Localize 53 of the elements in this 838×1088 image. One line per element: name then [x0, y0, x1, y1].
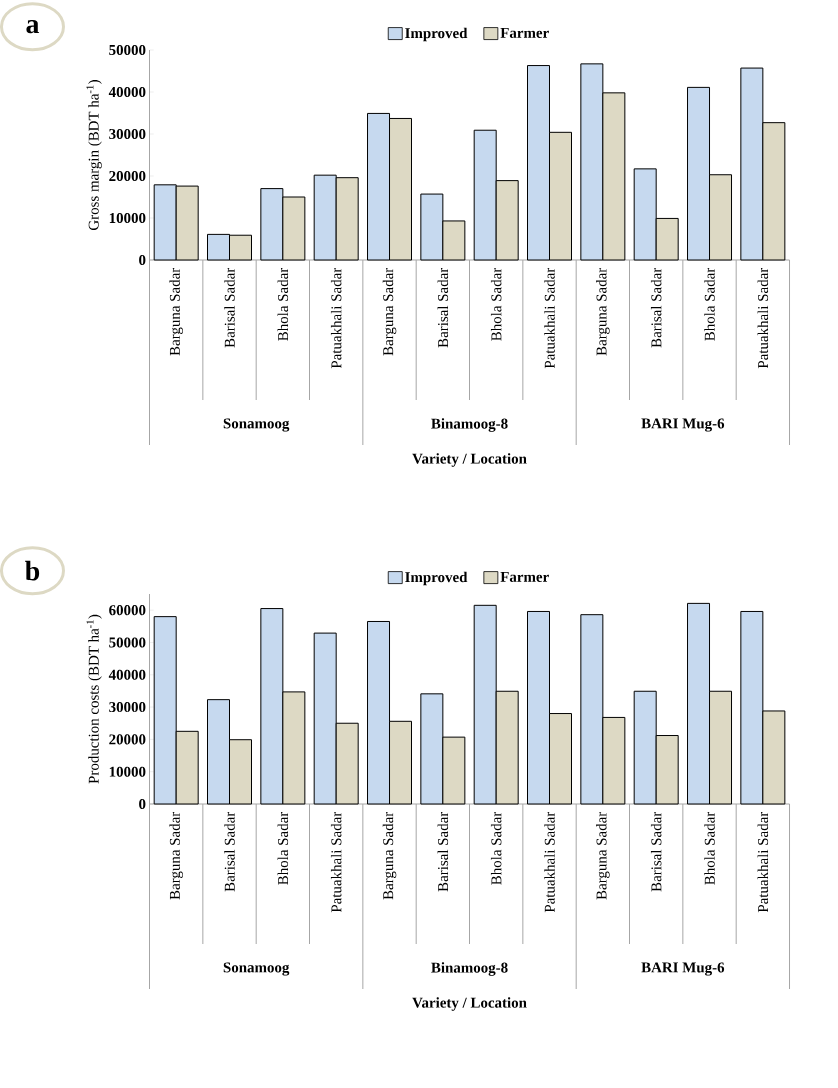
- y-tick-label: 30000: [109, 128, 146, 140]
- x-tick-label: Patuakhali Sadar: [757, 811, 769, 913]
- y-tick-label: 50000: [109, 44, 146, 56]
- x-tick-label: Barguna Sadar: [382, 267, 397, 356]
- x-tick-label: Barisal Sadar: [224, 267, 235, 348]
- x-tick-label: Patuakhali Sadar: [544, 267, 555, 369]
- y-tick-label: 0: [139, 254, 146, 266]
- x-axis-title: Variety / Location: [412, 997, 527, 1011]
- x-tick-label: Bhola Sadar: [704, 267, 715, 341]
- legend-label: Farmer: [500, 27, 549, 38]
- x-tick-label: Patuakhali Sadar: [757, 267, 769, 369]
- y-tick-label: 20000: [109, 734, 146, 745]
- x-tick-label: Bhola Sadar: [490, 811, 502, 885]
- x-tick-label: Patuakhali Sadar: [330, 811, 342, 913]
- legend-label: Improved: [405, 27, 468, 42]
- y-tick-label: 40000: [108, 669, 146, 680]
- text: Binamoog-8: [431, 962, 508, 976]
- y-tick-label: 30000: [109, 702, 146, 713]
- text: BARI Mug-6: [641, 418, 725, 432]
- x-tick-label: Barguna Sadar: [382, 811, 397, 900]
- x-tick-label: Patuakhali Sadar: [544, 811, 555, 913]
- chart-title: b: [25, 560, 40, 581]
- x-tick-label: Barisal Sadar: [650, 267, 662, 348]
- text: Sonamoog: [223, 962, 290, 976]
- x-tick-label: Barisal Sadar: [437, 811, 449, 892]
- y-tick-label: 50000: [109, 637, 146, 648]
- x-tick-label: Patuakhali Sadar: [330, 267, 342, 369]
- x-tick-label: Barguna Sadar: [169, 811, 183, 900]
- x-tick-label: Barisal Sadar: [650, 811, 662, 892]
- y-tick-label: 0: [139, 798, 146, 810]
- x-tick-label: Bhola Sadar: [704, 811, 715, 885]
- x-axis-title: Variety / Location: [412, 453, 527, 467]
- x-tick-label: Barisal Sadar: [224, 811, 235, 892]
- y-tick-label: 10000: [109, 212, 146, 224]
- x-tick-label: Barguna Sadar: [595, 811, 610, 900]
- legend-label: Farmer: [500, 571, 549, 582]
- y-axis-title: Gross margin (BDT ha$^{-1}$): [86, 80, 102, 231]
- y-tick-label: 20000: [109, 170, 146, 182]
- text: Binamoog-8: [431, 418, 508, 432]
- x-tick-label: Barguna Sadar: [595, 267, 610, 356]
- x-tick-label: Bhola Sadar: [277, 267, 289, 341]
- x-tick-label: Barisal Sadar: [437, 267, 449, 348]
- text: BARI Mug-6: [641, 962, 725, 976]
- x-tick-label: Bhola Sadar: [490, 267, 502, 341]
- x-tick-label: Barguna Sadar: [169, 267, 183, 356]
- x-tick-label: Bhola Sadar: [277, 811, 289, 885]
- text: Sonamoog: [223, 418, 290, 432]
- y-tick-label: 40000: [108, 86, 146, 98]
- y-tick-label: 60000: [109, 605, 146, 616]
- legend-label: Improved: [405, 571, 468, 586]
- chart-title: a: [26, 20, 39, 34]
- y-tick-label: 10000: [109, 766, 146, 777]
- y-axis-title: Production costs (BDT ha$^{-1}$): [86, 614, 102, 784]
